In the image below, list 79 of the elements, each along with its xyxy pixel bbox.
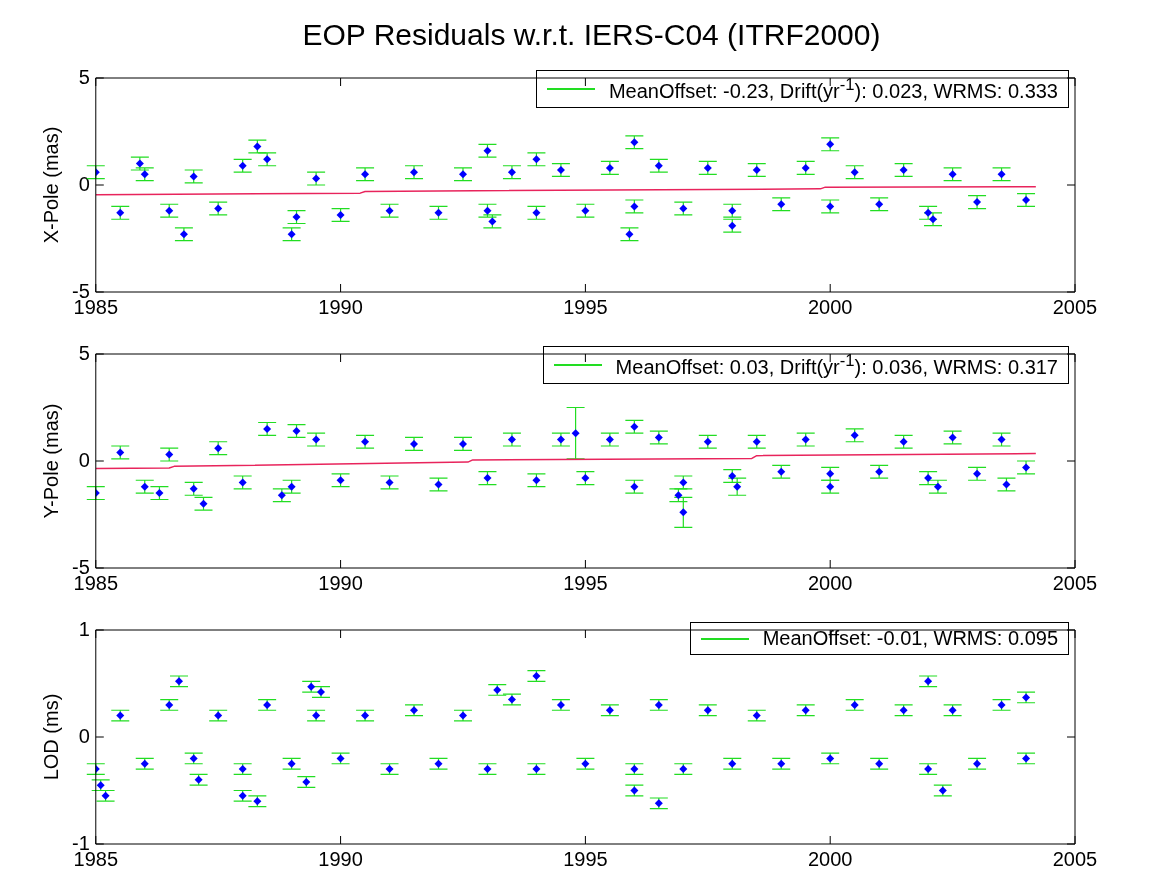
- y-axis-title: LOD (ms): [39, 693, 62, 781]
- y-tick-label: 0: [78, 448, 90, 471]
- point: [728, 759, 737, 768]
- point: [507, 695, 516, 704]
- point: [938, 786, 947, 795]
- point: [997, 700, 1006, 709]
- point: [924, 677, 933, 686]
- point: [1022, 754, 1031, 763]
- y-axis-title: Y-Pole (mas): [39, 403, 62, 519]
- x-tick-label: 1990: [318, 295, 363, 318]
- x-tick-label: 1995: [563, 571, 608, 594]
- point: [483, 765, 492, 774]
- point: [532, 765, 541, 774]
- point: [493, 685, 502, 694]
- chart-title: EOP Residuals w.r.t. IERS-C04 (ITRF2000): [301, 17, 882, 52]
- point: [752, 711, 761, 720]
- y-tick-label: 5: [78, 65, 90, 88]
- x-tick-label: 2005: [1052, 295, 1098, 318]
- point: [140, 759, 149, 768]
- point: [630, 786, 639, 795]
- point: [581, 759, 590, 768]
- text: MeanOffset: 0.03, Drift(yr$^{-1}$): 0.036, WRMS: 0.317: [615, 351, 1058, 379]
- y-tick-label: 0: [78, 724, 90, 747]
- point: [434, 759, 443, 768]
- point: [777, 759, 786, 768]
- point: [175, 677, 184, 686]
- point: [801, 706, 810, 715]
- point: [679, 765, 688, 774]
- x-tick-label: 2005: [1052, 571, 1098, 594]
- point: [532, 672, 541, 681]
- point: [556, 700, 565, 709]
- x-tick-label: 2000: [807, 571, 853, 594]
- y-axis-title: X-Pole (mas): [39, 126, 62, 244]
- point: [458, 711, 467, 720]
- y-tick-label: 5: [78, 341, 90, 364]
- point: [101, 791, 110, 800]
- point: [385, 765, 394, 774]
- point: [96, 781, 105, 790]
- x-tick-label: 2000: [807, 847, 853, 870]
- point: [703, 706, 712, 715]
- point: [194, 775, 203, 784]
- point: [189, 754, 198, 763]
- point: [317, 688, 325, 697]
- point: [973, 759, 982, 768]
- point: [1022, 693, 1031, 702]
- x-tick-label: 1995: [563, 847, 608, 870]
- x-tick-label: 2005: [1052, 847, 1098, 870]
- y-tick-label: 1: [78, 617, 90, 640]
- point: [287, 759, 296, 768]
- point: [116, 711, 125, 720]
- point: [875, 759, 884, 768]
- point: [410, 706, 419, 715]
- point: [850, 700, 859, 709]
- point: [826, 754, 835, 763]
- point: [899, 706, 908, 715]
- point: [263, 700, 272, 709]
- point: [605, 706, 614, 715]
- point: [307, 682, 316, 691]
- point: [302, 777, 311, 786]
- point: [948, 706, 957, 715]
- point: [238, 791, 247, 800]
- point: [253, 797, 262, 806]
- y-tick-label: 0: [78, 172, 90, 195]
- text: MeanOffset: -0.23, Drift(yr$^{-1}$): 0.023, WRMS: 0.333: [608, 75, 1058, 103]
- point: [165, 700, 174, 709]
- point: [924, 765, 933, 774]
- point: [630, 765, 639, 774]
- x-tick-label: 1990: [318, 571, 363, 594]
- point: [312, 711, 321, 720]
- point: [214, 711, 223, 720]
- x-tick-label: 2000: [807, 295, 853, 318]
- point: [654, 700, 663, 709]
- point: [336, 754, 345, 763]
- x-tick-label: 1990: [318, 847, 363, 870]
- x-tick-label: 1995: [563, 295, 608, 318]
- point: [654, 799, 663, 808]
- text: MeanOffset: -0.01, WRMS: 0.095: [762, 627, 1058, 650]
- point: [238, 765, 247, 774]
- point: [361, 711, 370, 720]
